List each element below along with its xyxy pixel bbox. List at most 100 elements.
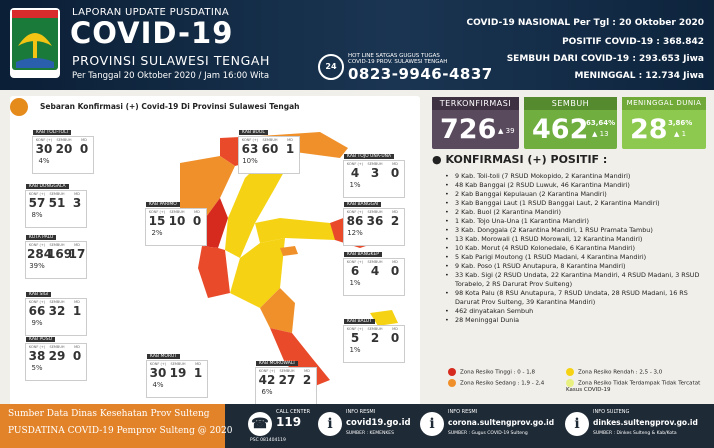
call-center-label: CALL CENTER <box>276 409 311 415</box>
map-region-balut <box>370 310 398 326</box>
region-sembuh-value: 29 <box>48 349 66 363</box>
col-label: SEMBUH <box>49 300 65 304</box>
region-col-md: MD 1 <box>188 362 208 398</box>
col-label: MD <box>194 210 200 214</box>
col-label: SEMBUH <box>367 210 383 214</box>
col-label: KONF (+) <box>346 162 364 166</box>
list-item: 1 Kab. Tojo Una-Una (1 Karantina Mandiri… <box>445 217 710 226</box>
province-name: PROVINSI SULAWESI TENGAH <box>72 53 270 68</box>
region-col-konf: KONF (+) 66 9% <box>27 300 47 336</box>
region-col-md: MD 0 <box>187 210 207 246</box>
region-konf-pct: 12% <box>347 229 363 237</box>
col-label: MD <box>392 327 398 331</box>
region-konf-pct: 1% <box>349 279 361 287</box>
region-card: KAB MOROWALI KONF (+) 42 6% SEMBUH 27 MD 2 <box>255 361 317 405</box>
region-md-value: 2 <box>302 373 312 387</box>
list-item: 3 Kab. Donggala (2 Karantina Mandiri, 1 … <box>445 226 710 235</box>
col-label: SEMBUH <box>49 192 65 196</box>
info1-link[interactable]: covid19.go.id <box>346 418 411 428</box>
region-konf-pct: 39% <box>29 262 45 270</box>
phone-icon: ☎ <box>248 412 272 436</box>
region-col-md: MD 0 <box>74 138 94 174</box>
region-konf-value: 15 <box>148 214 166 228</box>
report-label: LAPORAN UPDATE PUSDATINA <box>72 7 229 18</box>
phone-24-icon: 24 <box>318 54 344 80</box>
region-card: KAB MORUT KONF (+) 30 4% SEMBUH 19 MD 1 <box>146 354 208 398</box>
col-label: KONF (+) <box>258 369 276 373</box>
legend-high: Zona Resiko Tinggi : 0 - 1,8 <box>448 368 535 376</box>
region-card: KAB SIGI KONF (+) 66 9% SEMBUH 32 MD 1 <box>25 292 87 336</box>
col-label: KONF (+) <box>28 192 46 196</box>
info3-link[interactable]: dinkes.sultengprov.go.id <box>593 418 698 427</box>
source-line-1: Sumber Data Dinas Kesehatan Prov Sulteng <box>8 409 210 419</box>
region-card: KAB BANGGAI KONF (+) 86 12% SEMBUH 36 MD 2 <box>343 202 405 246</box>
info2-link[interactable]: corona.sultengprov.go.id <box>448 418 555 427</box>
region-sembuh-value: 32 <box>48 304 66 318</box>
stat-meninggal-delta: ▲ 1 <box>674 130 687 138</box>
header-banner: LAPORAN UPDATE PUSDATINA COVID-19 PROVIN… <box>0 0 714 90</box>
col-label: MD <box>74 243 80 247</box>
region-col-konf: KONF (+) 42 6% <box>257 369 277 405</box>
region-col-md: MD 1 <box>67 300 87 336</box>
region-konf-value: 66 <box>28 304 46 318</box>
region-md-value: 1 <box>285 142 295 156</box>
legend-swatch-medium <box>448 379 456 387</box>
region-col-sembuh: SEMBUH 32 <box>47 300 67 336</box>
col-label: SEMBUH <box>367 162 383 166</box>
stat-sembuh: SEMBUH 462 63,64% ▲ 13 <box>524 97 617 149</box>
region-konf-value: 57 <box>28 196 46 210</box>
info-icon: i <box>318 412 342 436</box>
legend-low: Zona Resiko Rendah : 2,5 - 3,0 <box>566 368 662 376</box>
region-md-value: 2 <box>390 214 400 228</box>
region-md-value: 0 <box>72 349 82 363</box>
region-konf-pct: 8% <box>31 211 43 219</box>
stat-sembuh-pct: 63,64% <box>586 119 616 127</box>
stat-sembuh-delta: ▲ 13 <box>592 130 609 138</box>
region-col-konf: KONF (+) 15 2% <box>147 210 167 246</box>
col-label: KONF (+) <box>346 327 364 331</box>
col-label: MD <box>287 138 293 142</box>
national-sembuh: SEMBUH DARI COVID-19 : 293.653 Jiwa <box>506 54 704 64</box>
region-col-konf: KONF (+) 4 1% <box>345 162 365 198</box>
region-md-value: 0 <box>192 214 202 228</box>
region-col-sembuh: SEMBUH 169 <box>47 243 72 279</box>
col-label: SEMBUH <box>56 138 72 142</box>
national-title: COVID-19 NASIONAL Per Tgl : 20 Oktober 2… <box>466 18 704 28</box>
region-col-konf: KONF (+) 57 8% <box>27 192 47 228</box>
col-label: KONF (+) <box>241 138 259 142</box>
region-konf-value: 4 <box>350 166 360 180</box>
region-col-sembuh: SEMBUH 4 <box>365 260 385 296</box>
stat-meninggal-label: MENINGGAL DUNIA <box>622 97 706 110</box>
list-item: 462 dinyatakan Sembuh <box>445 307 710 316</box>
info3-source: SUMBER : Dinkes Sulteng & Kab/Kota <box>593 431 677 436</box>
col-label: MD <box>74 345 80 349</box>
stat-meninggal-pct: 3,86% <box>668 119 693 127</box>
region-col-sembuh: SEMBUH 29 <box>47 345 67 381</box>
region-konf-value: 30 <box>35 142 53 156</box>
stat-sembuh-value: 462 <box>532 114 589 145</box>
col-label: KONF (+) <box>28 243 46 247</box>
hotline-number[interactable]: 0823-9946-4837 <box>348 65 493 83</box>
region-konf-value: 63 <box>241 142 259 156</box>
col-label: MD <box>392 162 398 166</box>
region-col-konf: KONF (+) 5 1% <box>345 327 365 363</box>
col-label: KONF (+) <box>148 210 166 214</box>
region-card: KAB PARIMO KONF (+) 15 2% SEMBUH 10 MD 0 <box>145 202 207 246</box>
region-col-konf: KONF (+) 6 1% <box>345 260 365 296</box>
region-name: KAB MOROWALI <box>256 361 298 366</box>
region-card: KAB DONGGALA KONF (+) 57 8% SEMBUH 51 MD 3 <box>25 184 87 228</box>
col-label: KONF (+) <box>35 138 53 142</box>
source-line-2: PUSDATINA COVID-19 Pemprov Sulteng @ 202… <box>8 426 233 436</box>
region-konf-pct: 10% <box>242 157 258 165</box>
list-item: 98 Kota Palu (8 RSU Anutapura, 7 RSUD Un… <box>445 289 710 307</box>
list-item: 48 Kab Banggai (2 RSUD Luwuk, 46 Karanti… <box>445 181 710 190</box>
region-sembuh-value: 60 <box>261 142 279 156</box>
region-name: KAB SIGI <box>26 292 52 297</box>
region-md-value: 1 <box>72 304 82 318</box>
region-col-md: MD 17 <box>67 243 87 279</box>
list-item: 10 Kab. Morut (4 RSUD Kolonedale, 6 Kara… <box>445 244 710 253</box>
col-label: MD <box>392 210 398 214</box>
col-label: SEMBUH <box>170 362 186 366</box>
region-md-value: 0 <box>390 166 400 180</box>
hotline-label: HOT LINE SATGAS GUGUS TUGAS <box>348 53 440 59</box>
